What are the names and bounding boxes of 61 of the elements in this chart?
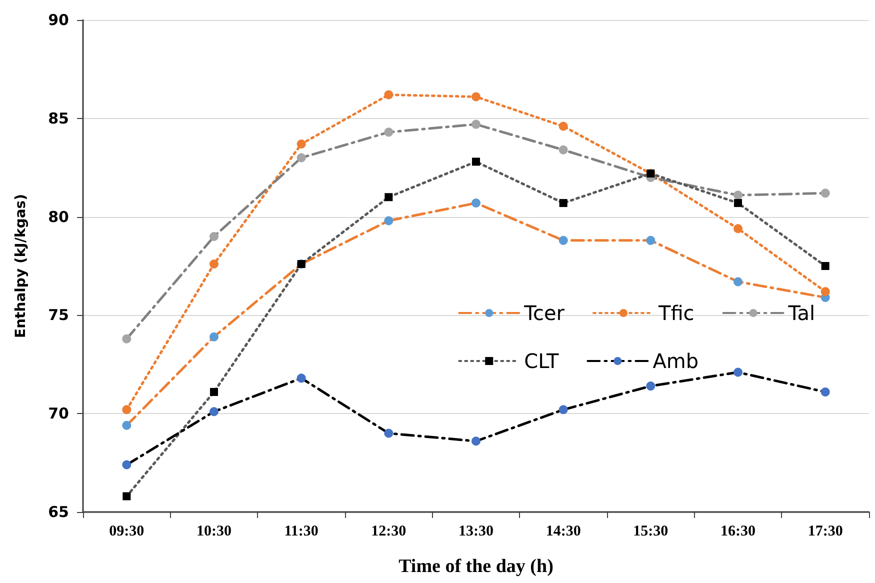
point [384,216,394,226]
point [558,145,568,154]
legend-label: Tfic [657,301,694,325]
point [384,128,394,137]
y-tick-label: 80 [48,208,69,226]
y-axis-title: Enthalpy (kJ/kgas) [13,194,29,338]
point [472,158,480,166]
legend-label: Amb [652,349,699,373]
y-tick-label: 90 [48,11,69,29]
point [734,190,742,200]
legend-label: Tcer [523,301,566,325]
x-tick-label: 13:30 [458,524,494,540]
point [122,420,132,430]
y-tick-label: 65 [48,503,69,521]
point [122,460,132,470]
x-axis-title: Time of the day (h) [398,556,554,577]
y-tick-label: 70 [48,404,69,423]
legend-label: CLT [524,349,560,373]
point [734,368,742,377]
point [820,387,830,396]
point [472,120,480,129]
point [472,198,480,208]
point [384,90,394,100]
point [558,236,568,245]
point [122,492,131,500]
y-tick-label: 85 [48,109,69,128]
x-tick-label: 16:30 [720,524,756,540]
x-tick-label: 11:30 [284,524,318,540]
point [122,405,132,414]
point [122,334,132,344]
point [210,332,218,342]
point [210,388,218,396]
y-tick-label: 75 [48,306,69,324]
point [296,374,306,383]
point [384,428,394,438]
point [820,287,830,296]
x-tick-label: 10:30 [196,524,232,540]
x-tick-label: 14:30 [546,524,581,540]
point [734,277,742,286]
point [821,262,830,270]
point [559,199,568,208]
point [734,199,742,208]
legend-label: Tal [787,301,815,325]
point [820,188,830,198]
point [646,382,656,391]
x-tick-label: 09:30 [109,524,144,540]
point [384,193,393,202]
point [558,405,568,414]
x-tick-label: 17:30 [808,524,843,540]
point [646,236,656,245]
point [472,436,480,446]
point [296,139,306,148]
point [296,153,306,162]
point [472,92,480,102]
point [210,232,218,241]
point [734,224,742,234]
point [210,260,218,269]
point [210,407,218,416]
x-tick-label: 15:30 [633,524,668,540]
x-tick-label: 12:30 [371,524,406,540]
point [558,122,568,131]
